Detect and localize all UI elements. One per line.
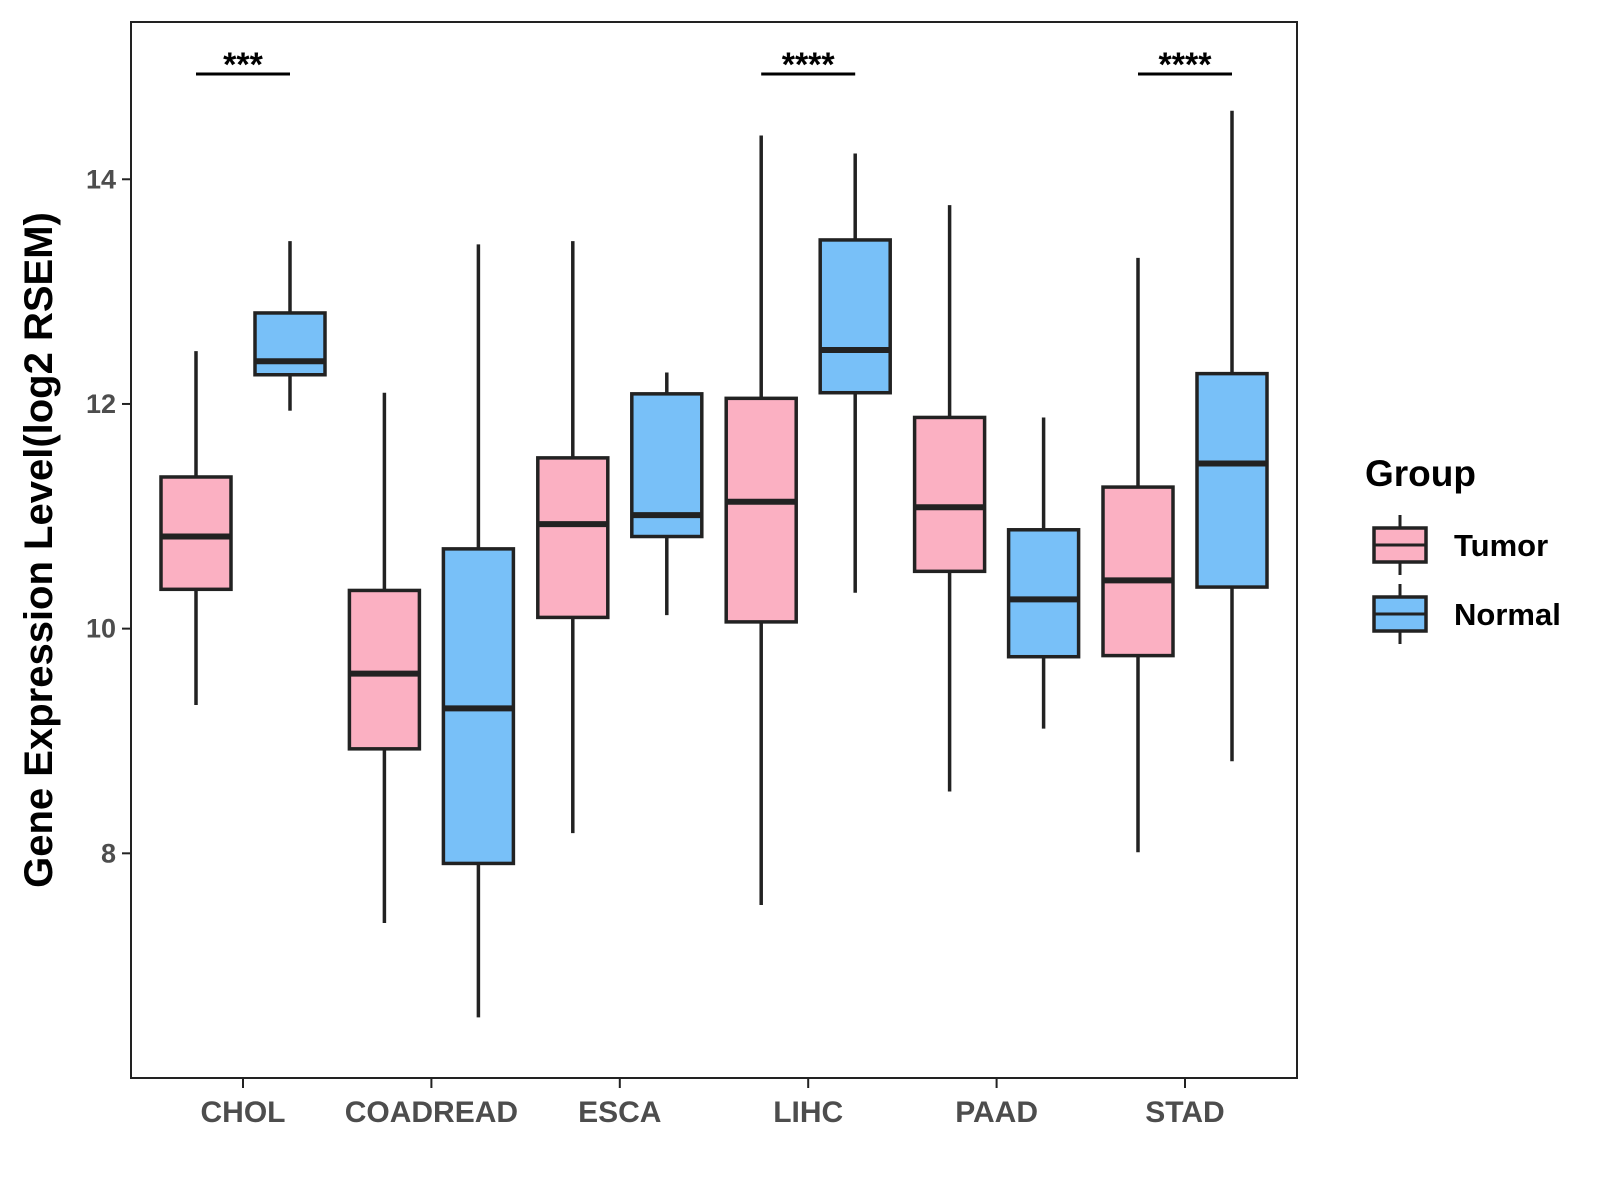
box-tumor-stad — [1101, 257, 1175, 853]
box-iqr — [724, 396, 798, 624]
box-iqr — [1006, 528, 1081, 659]
box-normal-paad — [1006, 417, 1081, 729]
box-series — [159, 110, 1269, 1018]
sig-label-lihc: **** — [782, 46, 836, 84]
legend-label-normal: Normal — [1454, 597, 1561, 632]
x-tick-label-chol: CHOL — [201, 1096, 286, 1129]
x-tick-label-coadread: COADREAD — [345, 1096, 518, 1129]
box-normal-chol — [253, 241, 327, 411]
box-iqr — [912, 415, 987, 574]
box-iqr — [347, 588, 422, 751]
legend-title: Group — [1365, 453, 1476, 494]
box-iqr — [1195, 371, 1269, 589]
legend-item-normal: Normal — [1372, 584, 1561, 644]
y-tick-label-10: 10 — [86, 614, 116, 644]
x-tick-label-paad: PAAD — [955, 1096, 1038, 1129]
y-tick-label-12: 12 — [86, 389, 116, 419]
y-axis-title: Gene Expression Level(log2 RSEM) — [17, 212, 61, 888]
x-tick-label-lihc: LIHC — [773, 1096, 843, 1129]
box-normal-esca — [630, 372, 704, 616]
box-iqr — [818, 238, 892, 395]
box-normal-coadread — [441, 244, 516, 1018]
box-iqr — [253, 311, 327, 377]
box-tumor-coadread — [347, 392, 422, 923]
box-iqr — [159, 475, 233, 592]
box-iqr — [536, 456, 610, 620]
significance-annotations: *** **** **** — [196, 46, 1232, 84]
box-tumor-paad — [912, 205, 987, 792]
box-normal-lihc — [818, 153, 892, 593]
sig-label-stad: **** — [1159, 46, 1213, 84]
box-iqr — [1101, 485, 1175, 658]
box-tumor-esca — [536, 241, 610, 834]
box-normal-stad — [1195, 110, 1269, 762]
x-tick-label-esca: ESCA — [578, 1096, 661, 1129]
sig-label-chol: *** — [223, 46, 263, 84]
box-tumor-chol — [159, 351, 233, 706]
y-axis: 8 10 12 14 — [86, 164, 131, 868]
legend: Group Tumor Normal — [1365, 453, 1561, 644]
legend-item-tumor: Tumor — [1372, 515, 1548, 575]
y-tick-label-14: 14 — [86, 164, 116, 194]
x-axis: CHOL COADREAD ESCA LIHC PAAD STAD — [201, 1078, 1225, 1129]
box-tumor-lihc — [724, 135, 798, 905]
y-tick-label-8: 8 — [101, 838, 116, 868]
legend-label-tumor: Tumor — [1454, 528, 1548, 563]
x-tick-label-stad: STAD — [1145, 1096, 1224, 1129]
